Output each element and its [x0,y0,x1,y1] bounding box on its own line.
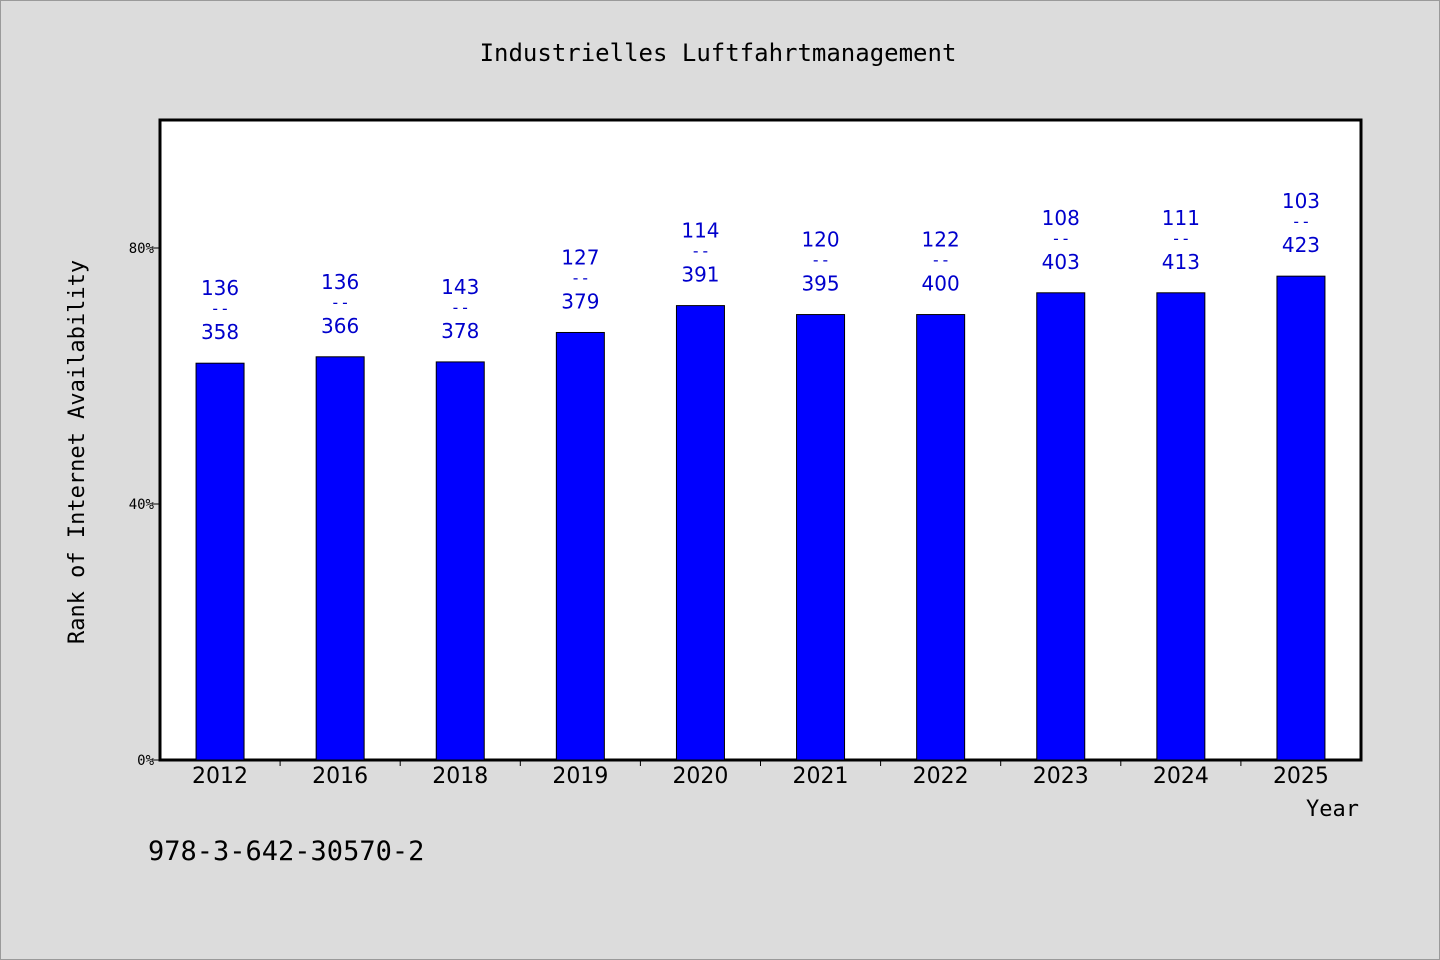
data-label-separator: -- [1051,229,1070,248]
bar [1276,275,1326,761]
data-label-top: 111 [1162,206,1200,230]
data-label-bottom: 400 [922,272,960,296]
data-label-separator: -- [1291,212,1310,231]
x-tick-label: 2020 [672,764,728,789]
bar [435,361,485,761]
data-label-bottom: 391 [681,263,719,287]
data-label-top: 143 [441,275,479,299]
data-label-bottom: 413 [1162,250,1200,274]
y-tick-label: 40% [129,497,155,513]
bar [1036,292,1086,761]
data-label-bottom: 379 [561,289,599,313]
x-tick-label: 2016 [312,764,368,789]
data-label-bottom: 423 [1282,233,1320,257]
data-label-separator: -- [331,293,350,312]
data-labels: 136--358136--366143--378127--379114--391… [201,189,1320,344]
axis-ticks: 0% 40% 80% 2012 2016 2018 2019 2020 2021 2022 2023… [129,241,1329,789]
x-tick-label: 2024 [1153,764,1209,789]
bar [555,331,605,761]
bars [195,275,1326,761]
data-label-bottom: 378 [441,319,479,343]
data-label-top: 136 [201,276,239,300]
data-label-top: 136 [321,270,359,294]
x-tick-label: 2019 [552,764,608,789]
data-label-bottom: 366 [321,314,359,338]
x-tick-label: 2023 [1033,764,1089,789]
bar [315,356,365,761]
y-axis-label: Rank of Internet Availability [65,260,90,644]
data-label-top: 120 [801,228,839,252]
data-label-bottom: 403 [1042,250,1080,274]
chart-title: Industrielles Luftfahrtmanagement [480,39,957,67]
data-label-top: 127 [561,245,599,269]
bar [675,305,725,761]
y-tick-label: 80% [129,241,155,257]
bar [1156,292,1206,761]
data-label-separator: -- [691,242,710,261]
data-label-separator: -- [1171,229,1190,248]
bar [195,362,245,761]
data-label-bottom: 358 [201,320,239,344]
bar [796,314,846,761]
data-label-top: 114 [681,219,719,243]
data-label-separator: -- [451,298,470,317]
y-tick-label: 0% [137,753,154,769]
data-label-separator: -- [571,268,590,287]
x-tick-label: 2021 [793,764,849,789]
data-label-top: 103 [1282,189,1320,213]
x-tick-label: 2022 [913,764,969,789]
data-label-separator: -- [210,299,229,318]
data-label-separator: -- [811,251,830,270]
data-label-top: 122 [922,228,960,252]
data-label-bottom: 395 [801,272,839,296]
x-tick-label: 2025 [1273,764,1329,789]
x-tick-label: 2018 [432,764,488,789]
x-axis-label: Year [1306,797,1359,822]
x-tick-label: 2012 [192,764,248,789]
bar [916,314,966,761]
data-label-separator: -- [931,251,950,270]
data-label-top: 108 [1042,206,1080,230]
isbn-text: 978-3-642-30570-2 [148,836,425,867]
